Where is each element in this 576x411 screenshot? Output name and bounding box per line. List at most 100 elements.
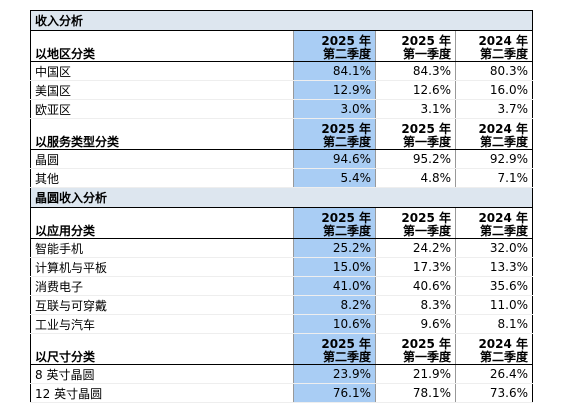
row-label: 8 英寸晶圆 bbox=[30, 364, 294, 384]
column-header-line: 2025 年 bbox=[321, 211, 371, 225]
data-row: 晶圆 94.6% 95.2% 92.9% bbox=[30, 149, 533, 169]
data-row: 智能手机 25.2% 24.2% 32.0% bbox=[30, 238, 533, 258]
value-cell: 84.1% bbox=[293, 61, 376, 81]
value-cell: 16.0% bbox=[454, 80, 533, 100]
column-header-line: 第一季度 bbox=[402, 224, 451, 238]
data-row: 美国区 12.9% 12.6% 16.0% bbox=[30, 80, 533, 100]
column-header-line: 第一季度 bbox=[402, 135, 451, 149]
data-row: 互联与可穿戴 8.2% 8.3% 11.0% bbox=[30, 295, 533, 315]
column-header: 2025 年第二季度 bbox=[293, 30, 376, 62]
row-label: 12 英寸晶圆 bbox=[30, 383, 294, 403]
value-cell: 12.9% bbox=[293, 80, 376, 100]
column-header-line: 2024 年 bbox=[478, 211, 529, 225]
column-header-line: 2025 年 bbox=[401, 211, 451, 225]
column-header-line: 第二季度 bbox=[322, 47, 371, 61]
value-cell: 12.6% bbox=[375, 80, 456, 100]
value-cell: 78.1% bbox=[375, 383, 456, 403]
data-row: 工业与汽车 10.6% 9.6% 8.1% bbox=[30, 314, 533, 334]
row-label: 晶圆 bbox=[30, 149, 294, 169]
column-header: 2025 年第一季度 bbox=[375, 30, 456, 62]
column-header-line: 2024 年 bbox=[478, 122, 529, 136]
value-cell: 40.6% bbox=[375, 276, 456, 296]
column-header: 2024 年第二季度 bbox=[454, 333, 533, 365]
column-header-line: 第二季度 bbox=[480, 47, 529, 61]
section-title: 收入分析 bbox=[30, 10, 533, 31]
value-cell: 76.1% bbox=[293, 383, 376, 403]
value-cell: 4.8% bbox=[375, 168, 456, 188]
column-header: 2024 年第二季度 bbox=[454, 207, 533, 239]
column-header-line: 第二季度 bbox=[480, 224, 529, 238]
group-label: 以地区分类 bbox=[30, 30, 294, 62]
column-header-line: 2024 年 bbox=[478, 337, 529, 351]
column-header: 2025 年第二季度 bbox=[293, 207, 376, 239]
row-label: 互联与可穿戴 bbox=[30, 295, 294, 315]
value-cell: 5.4% bbox=[293, 168, 376, 188]
revenue-table: 收入分析 以地区分类 2025 年第二季度 2025 年第一季度 2024 年第二季度中… bbox=[30, 10, 534, 403]
revenue-table-container: 收入分析 以地区分类 2025 年第二季度 2025 年第一季度 2024 年第二季度中… bbox=[30, 10, 534, 403]
column-header-line: 第二季度 bbox=[322, 350, 371, 364]
value-cell: 95.2% bbox=[375, 149, 456, 169]
row-label: 智能手机 bbox=[30, 238, 294, 258]
value-cell: 3.1% bbox=[375, 99, 456, 119]
row-label: 欧亚区 bbox=[30, 99, 294, 119]
value-cell: 17.3% bbox=[375, 257, 456, 277]
column-header-line: 2025 年 bbox=[321, 337, 371, 351]
column-header: 2025 年第一季度 bbox=[375, 207, 456, 239]
data-row: 8 英寸晶圆 23.9% 21.9% 26.4% bbox=[30, 364, 533, 384]
group-header-row: 以服务类型分类 2025 年第二季度 2025 年第一季度 2024 年第二季度 bbox=[30, 118, 533, 150]
section-title-row: 晶圆收入分析 bbox=[30, 187, 533, 208]
group-label: 以应用分类 bbox=[30, 207, 294, 239]
value-cell: 7.1% bbox=[454, 168, 533, 188]
value-cell: 23.9% bbox=[293, 364, 376, 384]
group-header-row: 以应用分类 2025 年第二季度 2025 年第一季度 2024 年第二季度 bbox=[30, 207, 533, 239]
column-header-line: 第一季度 bbox=[402, 350, 451, 364]
column-header-line: 2025 年 bbox=[401, 122, 451, 136]
value-cell: 24.2% bbox=[375, 238, 456, 258]
column-header-line: 第一季度 bbox=[402, 47, 451, 61]
value-cell: 94.6% bbox=[293, 149, 376, 169]
value-cell: 15.0% bbox=[293, 257, 376, 277]
column-header-line: 2024 年 bbox=[478, 34, 529, 48]
value-cell: 41.0% bbox=[293, 276, 376, 296]
group-header-row: 以地区分类 2025 年第二季度 2025 年第一季度 2024 年第二季度 bbox=[30, 30, 533, 62]
value-cell: 35.6% bbox=[454, 276, 533, 296]
value-cell: 92.9% bbox=[454, 149, 533, 169]
column-header: 2025 年第一季度 bbox=[375, 333, 456, 365]
value-cell: 25.2% bbox=[293, 238, 376, 258]
row-label: 消费电子 bbox=[30, 276, 294, 296]
value-cell: 3.7% bbox=[454, 99, 533, 119]
column-header-line: 第二季度 bbox=[480, 350, 529, 364]
section-title: 晶圆收入分析 bbox=[30, 187, 533, 208]
column-header-line: 2025 年 bbox=[401, 34, 451, 48]
value-cell: 32.0% bbox=[454, 238, 533, 258]
row-label: 计算机与平板 bbox=[30, 257, 294, 277]
value-cell: 11.0% bbox=[454, 295, 533, 315]
group-header-row: 以尺寸分类 2025 年第二季度 2025 年第一季度 2024 年第二季度 bbox=[30, 333, 533, 365]
data-row: 计算机与平板 15.0% 17.3% 13.3% bbox=[30, 257, 533, 277]
column-header-line: 第二季度 bbox=[480, 135, 529, 149]
data-row: 中国区 84.1% 84.3% 80.3% bbox=[30, 61, 533, 81]
group-label: 以服务类型分类 bbox=[30, 118, 294, 150]
column-header-line: 第二季度 bbox=[322, 224, 371, 238]
column-header-line: 2025 年 bbox=[321, 122, 371, 136]
column-header: 2025 年第二季度 bbox=[293, 118, 376, 150]
value-cell: 26.4% bbox=[454, 364, 533, 384]
column-header: 2025 年第一季度 bbox=[375, 118, 456, 150]
value-cell: 9.6% bbox=[375, 314, 456, 334]
column-header: 2024 年第二季度 bbox=[454, 118, 533, 150]
value-cell: 10.6% bbox=[293, 314, 376, 334]
value-cell: 21.9% bbox=[375, 364, 456, 384]
value-cell: 73.6% bbox=[454, 383, 533, 403]
data-row: 欧亚区 3.0% 3.1% 3.7% bbox=[30, 99, 533, 119]
data-row: 消费电子 41.0% 40.6% 35.6% bbox=[30, 276, 533, 296]
value-cell: 8.1% bbox=[454, 314, 533, 334]
value-cell: 8.3% bbox=[375, 295, 456, 315]
value-cell: 84.3% bbox=[375, 61, 456, 81]
column-header-line: 2025 年 bbox=[401, 337, 451, 351]
row-label: 工业与汽车 bbox=[30, 314, 294, 334]
data-row: 12 英寸晶圆 76.1% 78.1% 73.6% bbox=[30, 383, 533, 403]
column-header-line: 2025 年 bbox=[321, 34, 371, 48]
data-row: 其他 5.4% 4.8% 7.1% bbox=[30, 168, 533, 188]
row-label: 其他 bbox=[30, 168, 294, 188]
